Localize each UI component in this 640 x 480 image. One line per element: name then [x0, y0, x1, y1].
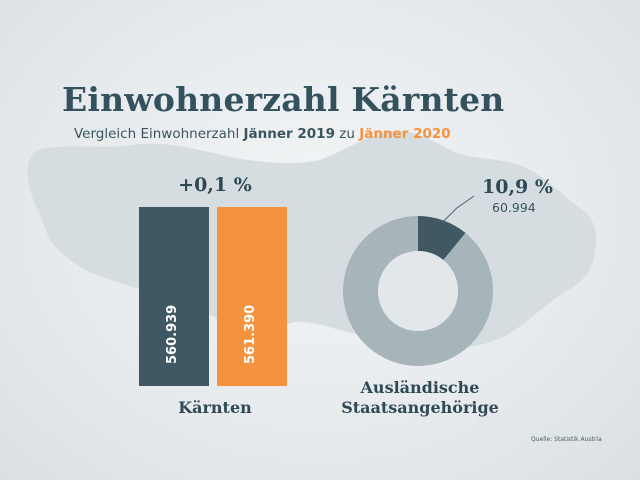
- donut-leader-line: [442, 195, 475, 223]
- donut-hole: [378, 251, 458, 331]
- subtitle-year-2019: Jänner 2019: [243, 126, 335, 142]
- subtitle-mid: zu: [334, 126, 360, 142]
- bar-2020: [217, 207, 287, 386]
- bar-value-label: 561.390: [243, 304, 258, 364]
- page-subtitle: Vergleich Einwohnerzahl Jänner 2019 zu J…: [74, 126, 451, 142]
- donut-highlight-percent: 10,9 %: [482, 176, 553, 198]
- bar-chart-title: Kärnten: [178, 398, 252, 417]
- page-title: Einwohnerzahl Kärnten: [62, 80, 505, 119]
- donut-slice-rest: [343, 216, 493, 366]
- subtitle-year-2020: Jänner 2020: [359, 126, 451, 142]
- donut-slice-highlight: [418, 216, 466, 261]
- bar-change-annotation: +0,1 %: [178, 174, 252, 196]
- donut-title-line-1: Ausländische: [360, 378, 480, 397]
- bar-2019: [139, 207, 209, 386]
- subtitle-prefix: Vergleich Einwohnerzahl: [74, 126, 244, 142]
- donut-highlight-value: 60.994: [492, 200, 536, 215]
- source-note: Quelle: Statistik Austria: [531, 436, 602, 443]
- donut-chart-title: Ausländische Staatsangehörige: [330, 378, 510, 418]
- bar-value-label: 560.939: [165, 304, 180, 364]
- donut-title-line-2: Staatsangehörige: [341, 398, 499, 417]
